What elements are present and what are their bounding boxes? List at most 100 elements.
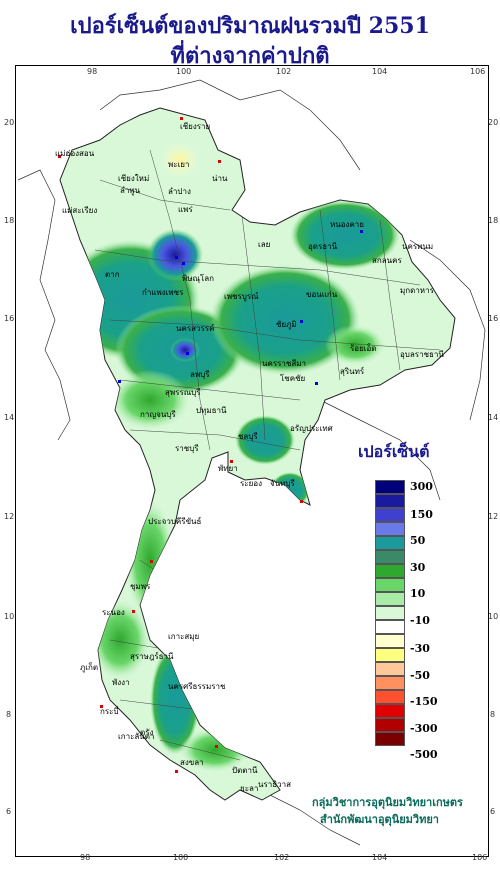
- place-label: ตรัง: [140, 728, 154, 737]
- lat-tick-12-right: 12: [488, 512, 499, 521]
- legend-swatch: [375, 662, 405, 676]
- lon-tick-100-top: 100: [176, 67, 192, 76]
- place-label: อุดรธานี: [308, 242, 338, 251]
- legend-label: -30: [410, 642, 430, 655]
- lon-tick-104-bottom: 104: [372, 853, 388, 862]
- map-title: เปอร์เซ็นต์ของปริมาณฝนรวมปี 2551: [70, 13, 430, 39]
- place-label: ชุมพร: [130, 582, 151, 591]
- lat-tick-20-left: 20: [4, 118, 15, 127]
- legend-swatch: [375, 648, 405, 662]
- place-label: ชัยภูมิ: [276, 320, 297, 329]
- legend-swatch: [375, 620, 405, 634]
- legend-label: 10: [410, 587, 426, 600]
- place-label: จันทบุรี: [270, 479, 295, 488]
- place-label: นครสวรรค์: [176, 324, 215, 333]
- legend-swatch: [375, 676, 405, 690]
- lat-tick-10-left: 10: [4, 612, 15, 621]
- place-label: โชคชัย: [280, 374, 306, 383]
- lon-tick-102-top: 102: [276, 67, 292, 76]
- place-label: เกาะสมุย: [168, 632, 200, 641]
- legend-label: -150: [410, 695, 438, 708]
- legend-label: 30: [410, 561, 426, 574]
- legend-label: 50: [410, 534, 426, 547]
- place-label: พัทยา: [218, 464, 238, 473]
- lat-tick-18-left: 18: [4, 216, 15, 225]
- legend-label: -10: [410, 614, 430, 627]
- lat-tick-16-right: 16: [488, 314, 499, 323]
- credit-bureau: สำนักพัฒนาอุตุนิยมวิทยา: [320, 813, 439, 826]
- legend-swatch: [375, 522, 405, 536]
- place-label: ประจวบคีรีขันธ์: [148, 517, 202, 526]
- legend-swatch: [375, 508, 405, 522]
- legend-label: -300: [410, 722, 438, 735]
- legend-swatch: [375, 732, 405, 746]
- legend-swatch: [375, 564, 405, 578]
- legend-label: -50: [410, 669, 430, 682]
- lon-tick-98-bottom: 98: [80, 853, 91, 862]
- legend-swatch: [375, 718, 405, 732]
- place-label: ขอนแก่น: [306, 290, 338, 299]
- place-label: ลำปาง: [168, 187, 191, 196]
- place-label: ระนอง: [102, 608, 125, 617]
- place-label: มุกดาหาร: [400, 286, 434, 295]
- place-label: เลย: [258, 240, 271, 249]
- place-label: แพร่: [178, 205, 193, 214]
- lat-tick-10-right: 10: [488, 612, 499, 621]
- lon-tick-100-bottom: 100: [173, 853, 189, 862]
- legend-swatch: [375, 578, 405, 592]
- place-label: ลำพูน: [120, 186, 141, 195]
- lat-tick-6-left: 6: [6, 807, 12, 816]
- place-label: น่าน: [212, 174, 228, 183]
- place-label: ราชบุรี: [175, 444, 199, 453]
- place-label: อุบลราชธานี: [400, 350, 444, 359]
- legend-swatch: [375, 536, 405, 550]
- credit-department: กลุ่มวิชาการอุตุนิยมวิทยาเกษตร: [312, 796, 463, 809]
- place-label: ระยอง: [240, 479, 262, 488]
- lat-tick-14-right: 14: [488, 413, 499, 422]
- legend-swatch: [375, 704, 405, 718]
- legend-swatch: [375, 606, 405, 620]
- place-label: นครราชสีมา: [262, 359, 306, 368]
- lon-tick-106-top: 106: [470, 67, 486, 76]
- place-label: นครศรีธรรมราช: [168, 682, 226, 691]
- place-label: ยะลา: [240, 784, 259, 793]
- lat-tick-16-left: 16: [4, 314, 15, 323]
- place-label: อรัญประเทศ: [290, 424, 333, 433]
- place-label: กำแพงเพชร: [142, 288, 184, 297]
- place-label: ชลบุรี: [238, 432, 258, 441]
- place-label: เพชรบูรณ์: [224, 292, 259, 301]
- place-label: พิษณุโลก: [182, 274, 215, 283]
- place-label: สงขลา: [180, 758, 204, 767]
- legend-title: เปอร์เซ็นต์: [358, 442, 430, 461]
- place-label: หนองคาย: [330, 220, 364, 229]
- legend-swatch: [375, 550, 405, 564]
- legend-swatch: [375, 634, 405, 648]
- place-label: ตาก: [105, 270, 120, 279]
- map-subtitle: ที่ต่างจากค่าปกติ: [170, 43, 330, 69]
- legend-swatch: [375, 480, 405, 494]
- station-markers: [58, 117, 363, 773]
- lat-tick-14-left: 14: [4, 413, 15, 422]
- legend-label: 300: [410, 480, 433, 493]
- place-label: เชียงราย: [180, 122, 211, 131]
- place-label: เชียงใหม่: [118, 174, 150, 183]
- lat-tick-6-right: 6: [490, 807, 496, 816]
- legend-label: -500: [410, 748, 438, 761]
- place-label: กระบี่: [100, 707, 119, 716]
- place-label: เกาะลันตา: [118, 732, 155, 741]
- lon-tick-106-bottom: 106: [472, 853, 488, 862]
- place-label: ปัตตานี: [232, 766, 258, 775]
- place-label: ภูเก็ต: [80, 663, 99, 672]
- place-label: กาญจนบุรี: [140, 410, 176, 419]
- place-label: ลพบุรี: [190, 370, 210, 379]
- lat-tick-12-left: 12: [4, 512, 15, 521]
- legend-label: 150: [410, 508, 433, 521]
- place-label: นราธิวาส: [258, 780, 292, 789]
- place-label: สกลนคร: [372, 256, 402, 265]
- place-label: แม่สะเรียง: [62, 206, 98, 215]
- lon-tick-104-top: 104: [372, 67, 388, 76]
- place-label: พะเยา: [168, 160, 190, 169]
- place-label: สุพรรณบุรี: [165, 388, 201, 397]
- legend-swatch: [375, 494, 405, 508]
